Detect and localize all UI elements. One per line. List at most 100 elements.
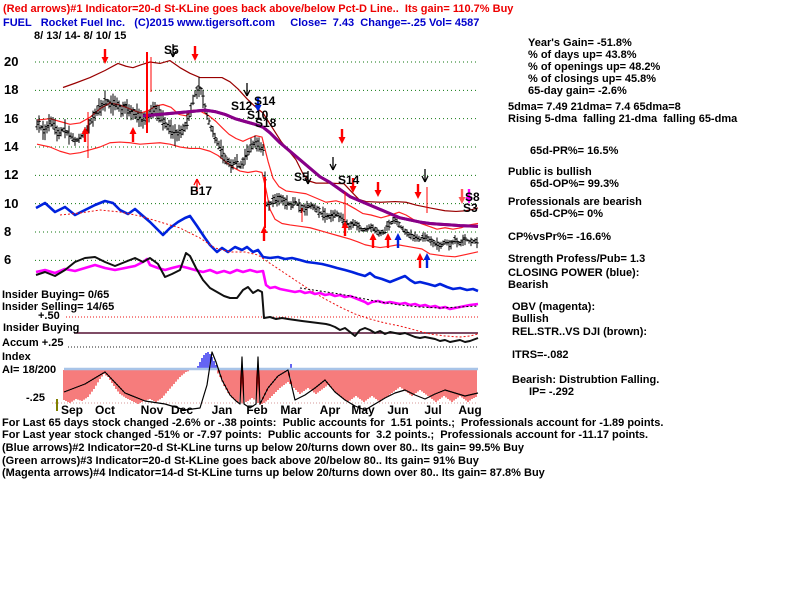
right-panel-line: 65d-PR%= 16.5% — [530, 145, 619, 157]
right-panel-line: Strength Profess/Pub= 1.3 — [508, 253, 646, 265]
signal-arrow-head — [416, 253, 424, 260]
open-arrow — [196, 178, 201, 186]
right-panel-line: Rising 5-dma falling 21-dma falling 65-d… — [508, 113, 738, 125]
ai-line — [63, 351, 479, 411]
y-axis-label: 14 — [4, 139, 19, 154]
right-panel-line: REL.STR..VS DJI (brown): — [512, 326, 648, 338]
signal-arrow-head — [423, 253, 431, 260]
upper-band-red — [36, 102, 479, 230]
open-arrow — [172, 50, 177, 58]
right-panel-line: CLOSING POWER (blue): — [508, 267, 640, 279]
signal-label: S5 — [164, 43, 179, 57]
signal-arrow-head — [349, 186, 357, 193]
signal-arrow-head — [414, 192, 422, 199]
signal-label: S10 — [247, 108, 269, 122]
signal-label: S3 — [463, 201, 478, 215]
right-panel-line: Year's Gain= -51.8% — [528, 37, 632, 49]
open-arrow — [424, 175, 429, 183]
indicator1-title: (Red arrows)#1 Indicator=20-d St-KLine g… — [3, 3, 514, 15]
right-panel-line: 65d-OP%= 99.3% — [530, 178, 619, 190]
month-label: Oct — [94, 403, 116, 417]
signal-label: B17 — [190, 184, 213, 198]
y-axis-label: 20 — [4, 54, 19, 69]
left-panel-line: Insider Buying — [3, 322, 80, 334]
signal-arrow-head — [101, 57, 109, 64]
right-panel-line: 5dma= 7.49 21dma= 7.4 65dma=8 — [508, 101, 681, 113]
month-label: Apr — [319, 403, 341, 417]
relstr-vs-dji — [35, 252, 479, 343]
open-arrow — [243, 89, 248, 97]
signal-arrow-head — [81, 127, 89, 134]
closing-power-blue — [35, 199, 479, 293]
signal-label: S12 — [231, 99, 253, 113]
signal-arrow-head — [369, 233, 377, 240]
signal-arrow-head — [129, 127, 137, 134]
ticker-title: FUEL Rocket Fuel Inc. (C)2015 www.tigers… — [3, 17, 480, 29]
signal-label: S8 — [465, 190, 480, 204]
footer-indicator3: (Green arrows)#3 Indicator=20-d St-KLine… — [2, 455, 479, 467]
signal-arrow-head — [465, 197, 473, 204]
y-axis-label: 10 — [4, 195, 19, 211]
right-panel-line: Bearish: Distrubtion Falling. — [512, 374, 660, 386]
month-label: Feb — [246, 403, 268, 417]
signal-label: S18 — [255, 116, 277, 130]
month-label: May — [351, 403, 375, 417]
left-panel-line: Accum +.25 — [2, 337, 64, 349]
signal-arrow-head — [338, 137, 346, 144]
y-axis-label: 12 — [4, 167, 19, 183]
footer-stats-65d: For Last 65 days stock changed -2.6% or … — [2, 417, 664, 429]
footer-stats-year: For Last year stock changed -51% or -7.9… — [2, 429, 649, 441]
open-arrow — [421, 175, 426, 183]
signal-arrow-head — [341, 221, 349, 228]
left-panel-line: Index — [2, 351, 31, 363]
open-arrow — [329, 163, 334, 171]
signal-label: S5 — [294, 170, 309, 184]
left-panel-line: -.25 — [26, 392, 45, 404]
signal-arrow-head — [384, 233, 392, 240]
right-panel-line: Public is bullish — [508, 166, 592, 178]
left-panel-line: Insider Buying= 0/65 — [2, 289, 110, 301]
month-label: Jun — [387, 403, 409, 417]
right-panel-line: IP= -.292 — [529, 386, 574, 398]
date-range: 8/ 13/ 14- 8/ 10/ 15 — [34, 30, 127, 42]
left-panel-line: AI= 18/200 — [2, 364, 57, 376]
signal-arrow-head — [191, 54, 199, 61]
month-label: Jan — [211, 403, 233, 417]
month-label: Sep — [60, 403, 84, 417]
right-panel-line: OBV (magenta): — [512, 301, 596, 313]
right-panel-line: 65d-CP%= 0% — [530, 208, 604, 220]
obv-ma-black-dotted — [299, 287, 479, 309]
left-panel-line: Insider Selling= 14/65 — [2, 301, 115, 313]
signal-arrow-head — [254, 105, 262, 112]
lower-band-red — [36, 141, 479, 258]
right-panel-line: Bullish — [512, 313, 549, 325]
right-panel-line: Bearish — [508, 279, 549, 291]
signal-arrow-head — [374, 190, 382, 197]
signal-label: S14 — [338, 173, 360, 187]
signal-arrow-head — [260, 226, 268, 233]
footer-indicator2: (Blue arrows)#2 Indicator=20-d St-KLine … — [2, 442, 525, 454]
65dma-purple-top — [142, 108, 479, 228]
month-label: Mar — [280, 403, 302, 417]
open-arrow — [307, 177, 312, 185]
open-arrow — [304, 177, 309, 185]
month-label: Aug — [458, 403, 482, 417]
right-panel-line: ITRS=-.082 — [512, 349, 569, 361]
y-axis-label: 18 — [4, 82, 19, 98]
open-arrow — [193, 178, 198, 186]
y-axis-label: 6 — [4, 252, 12, 268]
right-panel-line: % of closings up= 45.8% — [528, 73, 657, 85]
month-label: Jul — [424, 403, 442, 417]
left-panel-line: +.50 — [38, 310, 60, 322]
right-panel-line: % of days up= 43.8% — [528, 49, 637, 61]
right-panel-line: Professionals are bearish — [508, 196, 642, 208]
right-panel-line: CP%vsPr%= -16.6% — [508, 231, 612, 243]
upper-band-dark-red — [62, 59, 479, 213]
right-panel-line: % of openings up= 48.2% — [528, 61, 661, 73]
month-label: Nov — [140, 403, 164, 417]
month-label: Dec — [170, 403, 194, 417]
signal-arrow-head — [458, 197, 466, 204]
open-arrow — [332, 163, 337, 171]
